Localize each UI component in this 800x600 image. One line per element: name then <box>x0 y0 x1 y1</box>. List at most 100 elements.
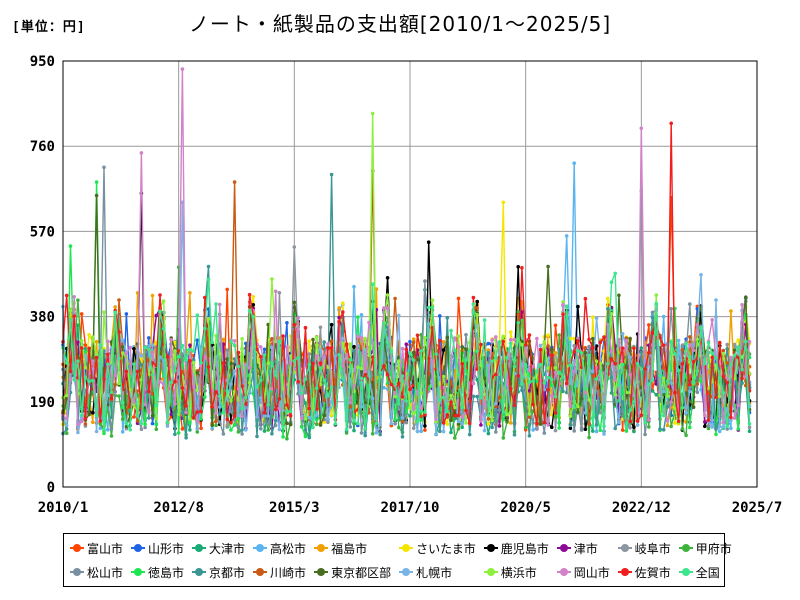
data-point <box>94 193 99 198</box>
data-point <box>356 334 360 339</box>
data-point <box>579 428 584 432</box>
data-point <box>508 338 513 342</box>
data-point <box>415 333 420 338</box>
data-point <box>277 427 282 432</box>
data-point <box>195 427 200 431</box>
data-point <box>564 234 569 238</box>
data-point <box>385 373 390 377</box>
data-point <box>64 431 69 436</box>
data-point <box>460 345 465 349</box>
data-point <box>176 355 181 359</box>
data-point <box>736 338 741 342</box>
data-point <box>240 428 244 432</box>
data-point <box>303 325 308 330</box>
data-point <box>176 349 181 353</box>
data-point <box>568 426 573 431</box>
data-point <box>173 340 177 344</box>
data-point <box>456 427 461 431</box>
data-point <box>232 369 237 373</box>
data-point <box>587 344 591 349</box>
data-point <box>214 419 218 424</box>
data-point <box>128 345 132 350</box>
data-point <box>303 434 308 439</box>
data-point <box>479 423 483 427</box>
data-point <box>314 354 319 358</box>
data-point <box>120 417 125 422</box>
data-point <box>639 413 644 418</box>
data-point <box>553 428 558 433</box>
data-point <box>83 343 88 348</box>
data-point <box>385 293 390 297</box>
data-point <box>326 394 330 398</box>
data-point <box>411 337 416 342</box>
data-point <box>64 427 69 431</box>
data-point <box>352 344 356 349</box>
data-point <box>647 425 651 429</box>
data-point <box>703 420 707 424</box>
data-point <box>658 427 662 431</box>
legend-label: 高松市 <box>270 541 307 556</box>
data-point <box>553 351 558 355</box>
data-point <box>244 402 248 406</box>
x-tick-label: 2012/8 <box>153 500 204 516</box>
data-point <box>225 388 229 393</box>
data-point <box>699 379 703 384</box>
data-point <box>352 421 356 426</box>
data-point <box>464 408 468 413</box>
data-point <box>98 422 103 426</box>
data-point <box>527 333 532 337</box>
data-point <box>505 355 509 360</box>
data-point <box>669 307 673 311</box>
data-point <box>408 351 412 355</box>
data-point <box>195 419 200 423</box>
legend-item: 京都市 <box>192 560 245 584</box>
data-point <box>240 337 244 341</box>
data-point <box>277 406 282 411</box>
data-point <box>132 347 136 351</box>
data-point <box>225 348 229 352</box>
data-point <box>699 325 703 330</box>
data-point <box>490 338 494 342</box>
data-point <box>609 280 614 285</box>
data-point <box>64 416 69 421</box>
data-point <box>516 374 520 378</box>
data-point <box>460 405 465 410</box>
legend-label: 全国 <box>695 565 720 580</box>
data-point <box>266 322 271 327</box>
data-point <box>411 406 416 411</box>
data-point <box>482 428 487 433</box>
data-point <box>609 357 614 361</box>
data-point <box>367 394 371 399</box>
data-point <box>158 309 162 314</box>
data-point <box>602 432 606 436</box>
data-point <box>520 318 524 323</box>
data-point <box>639 350 644 355</box>
data-point <box>721 374 726 379</box>
data-point <box>628 408 632 412</box>
data-point <box>501 339 506 344</box>
data-point <box>598 369 603 373</box>
data-point <box>154 313 159 318</box>
data-point <box>647 382 651 387</box>
data-point <box>217 420 222 424</box>
data-point <box>661 392 666 397</box>
data-point <box>430 360 435 364</box>
data-point <box>251 303 256 307</box>
data-point <box>527 389 532 393</box>
data-point <box>456 345 461 349</box>
data-point <box>527 415 532 419</box>
data-point <box>561 302 565 307</box>
data-point <box>135 418 140 423</box>
data-point <box>568 423 573 428</box>
data-point <box>688 425 692 430</box>
data-point <box>191 360 196 365</box>
data-point <box>744 383 748 388</box>
data-point <box>180 386 185 390</box>
data-point <box>441 348 446 352</box>
data-point <box>270 431 274 436</box>
data-point <box>482 318 487 322</box>
legend-item: 富山市 <box>70 536 123 560</box>
data-point <box>288 422 293 427</box>
legend-swatch <box>399 567 414 577</box>
data-point <box>83 375 88 380</box>
